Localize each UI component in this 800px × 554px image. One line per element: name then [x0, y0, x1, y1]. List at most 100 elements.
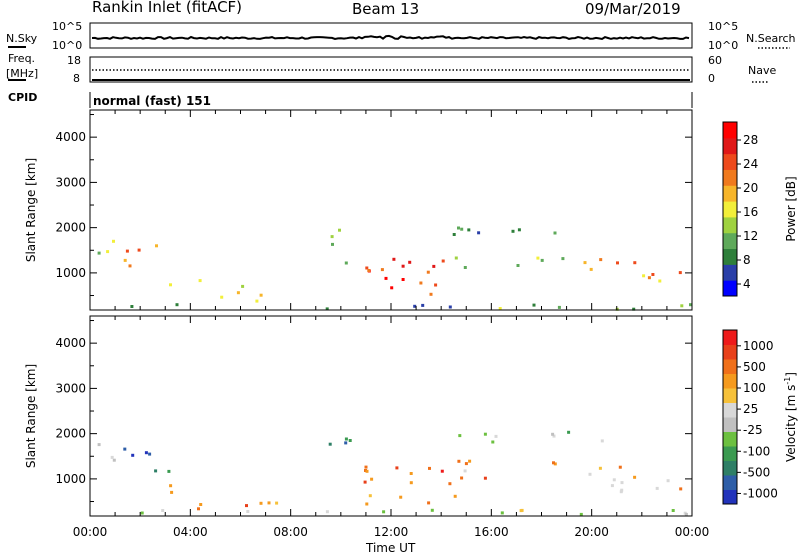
- noise-right-tick-bottom: 10^0: [708, 39, 738, 52]
- echo-cell: [583, 261, 587, 265]
- echo-cell: [588, 472, 592, 476]
- colorbar-tick-label: 16: [743, 205, 758, 219]
- cpid-label: CPID: [8, 91, 37, 104]
- colorbar-tick-label: -100: [743, 444, 770, 458]
- echo-cell: [483, 476, 487, 480]
- echo-cell: [175, 303, 179, 307]
- colorbar-swatch: [723, 460, 737, 476]
- echo-cell: [220, 295, 224, 299]
- echo-cell: [647, 276, 651, 280]
- echo-cell: [325, 307, 329, 311]
- colorbar-tick-label: -25: [743, 423, 763, 437]
- colorbar-swatch: [723, 153, 737, 170]
- y-tick-label: 2000: [55, 221, 86, 235]
- echo-cell: [671, 509, 675, 512]
- freq-label-1: Freq.: [8, 52, 35, 65]
- echo-region-8: [583, 258, 682, 283]
- colorbar-swatch: [723, 330, 737, 345]
- echo-cell: [169, 484, 173, 488]
- echo-cell: [678, 271, 682, 275]
- echo-cell: [409, 481, 413, 485]
- echo-region-6: [457, 459, 557, 480]
- noise-left-label: N.Sky: [6, 32, 38, 45]
- echo-cell: [454, 256, 458, 260]
- colorbar-swatch: [723, 169, 737, 186]
- echo-cell: [267, 501, 271, 505]
- noise-sky-trace: [91, 34, 690, 41]
- echo-cell: [483, 432, 487, 436]
- echo-cell: [552, 461, 555, 465]
- echo-cell: [434, 283, 438, 287]
- echo-cell: [633, 261, 637, 265]
- echo-cell: [498, 307, 502, 310]
- y-tick-label: 1000: [55, 472, 86, 486]
- colorbar-swatch: [723, 489, 737, 505]
- echo-cell: [618, 465, 622, 469]
- echo-cell: [365, 266, 369, 270]
- echo-cell: [154, 469, 158, 473]
- echo-cell: [344, 261, 348, 265]
- colorbar-tick-label: 20: [743, 181, 758, 195]
- echo-cell: [620, 481, 624, 485]
- echo-cell: [401, 264, 405, 268]
- noise-left-tick-bottom: 10^0: [52, 39, 82, 52]
- echo-cell: [457, 226, 460, 230]
- x-tick-label: 16:00: [474, 525, 509, 539]
- echo-region-4: [330, 228, 348, 265]
- noise-left-tick-top: 10^5: [52, 20, 82, 33]
- echo-region-9: [140, 508, 688, 516]
- colorbar-swatch: [723, 402, 737, 418]
- x-tick-label: 20:00: [574, 525, 609, 539]
- echo-cell: [612, 478, 616, 482]
- colorbar-swatch: [723, 264, 737, 281]
- echo-cell: [125, 249, 129, 253]
- echo-cell: [620, 488, 624, 492]
- colorbar-tick-label: -1000: [743, 486, 778, 500]
- echo-cell: [167, 469, 171, 473]
- echo-cell: [390, 286, 394, 290]
- echo-cell: [553, 231, 557, 235]
- echo-cell: [198, 279, 202, 283]
- echo-cell: [666, 479, 670, 483]
- echo-cell: [97, 443, 101, 447]
- echo-cell: [632, 307, 636, 311]
- echo-region-8: [588, 465, 683, 494]
- echo-cell: [467, 228, 471, 232]
- echo-cell: [348, 439, 352, 442]
- y-tick-label: 3000: [55, 381, 86, 395]
- echo-cell: [128, 264, 132, 268]
- echo-cell: [567, 430, 571, 434]
- echo-cell: [680, 304, 684, 308]
- echo-cell: [144, 451, 148, 455]
- echo-cell: [616, 261, 619, 265]
- colorbar-tick-label: 1000: [743, 339, 774, 353]
- x-tick-label: 12:00: [374, 525, 409, 539]
- colorbar: 1000 500 100 25 -25 -100 -500 -1000 Velocity [m …: [722, 329, 798, 505]
- echo-region-9: [130, 303, 692, 311]
- colorbar-tick-label: 12: [743, 229, 758, 243]
- echo-region-1: [123, 447, 171, 473]
- echo-cell: [429, 292, 433, 296]
- colorbar-swatch: [723, 232, 737, 250]
- echo-cell: [365, 469, 369, 473]
- echo-cell: [380, 268, 384, 272]
- echo-cell: [112, 239, 115, 243]
- colorbar-frame: [722, 329, 738, 505]
- plot-area: [90, 316, 692, 516]
- colorbar-swatch: [723, 201, 737, 218]
- echo-cell: [419, 281, 423, 285]
- echo-cell: [428, 466, 431, 470]
- y-tick-label: 2000: [55, 427, 86, 441]
- x-tick-label: 00:00: [73, 525, 108, 539]
- echo-cell: [123, 447, 127, 451]
- echo-region-2: [169, 279, 202, 287]
- echo-cell: [517, 228, 521, 232]
- echo-region-5: [363, 465, 457, 506]
- echo-cell: [236, 291, 240, 295]
- colorbar-swatch: [723, 475, 737, 490]
- cpid-panel: CPID normal (fast) 151: [8, 91, 693, 108]
- echo-cell: [384, 276, 388, 280]
- echo-cell: [633, 475, 637, 479]
- echo-cell: [494, 434, 498, 438]
- x-tick-label: 04:00: [173, 525, 208, 539]
